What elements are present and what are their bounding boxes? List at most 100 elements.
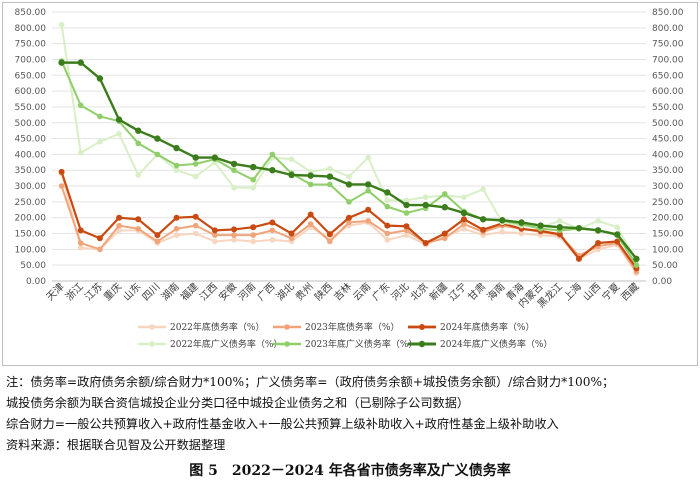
y-tick-label-left: 550.00	[15, 103, 47, 113]
data-point	[480, 186, 486, 193]
note-line: 城投债务余额为联合资信城投企业分类口径中城投企业债务之和（已剔除子公司数据）	[6, 396, 470, 410]
x-tick-label: 甘肃	[465, 280, 488, 303]
data-point	[384, 222, 391, 229]
x-tick-label: 重庆	[101, 280, 124, 303]
x-tick-label: 宁夏	[599, 280, 622, 303]
data-point	[346, 219, 352, 226]
y-tick-label-left: 0.00	[26, 277, 46, 287]
data-point	[77, 227, 84, 234]
legend-label: 2023年底债务率（%）	[305, 321, 399, 333]
data-point	[326, 231, 333, 238]
data-point	[384, 230, 391, 237]
x-tick-label: 云南	[350, 280, 373, 303]
data-point	[461, 225, 467, 232]
y-tick-label-left: 350.00	[15, 166, 47, 176]
notes: 注：债务率=政府债务余额/综合财力*100%；广义债务率=（政府债务余额+城投债…	[6, 372, 696, 456]
data-point	[307, 181, 314, 188]
data-point	[192, 213, 199, 220]
data-point	[173, 225, 180, 232]
data-point	[96, 235, 103, 242]
y-tick-label-left: 750.00	[15, 40, 47, 50]
data-point	[403, 197, 410, 204]
y-tick-label-right: 250.00	[652, 198, 684, 208]
x-tick-label: 福建	[177, 280, 200, 303]
data-point	[77, 59, 84, 66]
x-tick-label: 四川	[141, 281, 163, 303]
note-line: 注：债务率=政府债务余额/综合财力*100%；广义债务率=（政府债务余额+城投债…	[6, 375, 615, 389]
y-tick-label-left: 650.00	[15, 71, 47, 81]
data-point	[633, 262, 640, 268]
data-point	[346, 214, 352, 221]
data-point	[173, 214, 180, 221]
data-point	[365, 188, 371, 194]
note-line: 综合财力=一般公共预算收入+政府性基金收入+一般公共预算上级补助收入+政府性基金…	[6, 417, 559, 431]
data-point	[288, 230, 295, 237]
data-point	[212, 238, 218, 245]
data-point	[192, 161, 199, 167]
y-tick-label-left: 250.00	[15, 198, 47, 208]
y-tick-label-right: 300.00	[652, 182, 684, 192]
x-tick-label: 安徽	[216, 280, 239, 303]
data-point	[231, 232, 237, 238]
y-tick-label-right: 500.00	[652, 119, 684, 129]
y-tick-label-right: 800.00	[652, 24, 684, 34]
x-tick-label: 海南	[484, 280, 507, 303]
legend-label: 2022年底广义债务率（%）	[170, 338, 282, 350]
data-point	[384, 197, 391, 204]
data-point	[250, 232, 256, 238]
legend-item: 2022年底广义债务率（%）	[138, 338, 282, 350]
y-tick-label-left: 600.00	[15, 87, 47, 97]
y-tick-label-right: 650.00	[652, 71, 684, 81]
x-tick-label: 江苏	[82, 280, 105, 303]
x-tick-label: 陕西	[312, 280, 335, 303]
x-tick-label: 贵州	[292, 280, 315, 303]
data-point	[614, 231, 621, 238]
data-point	[518, 230, 525, 237]
y-tick-label-right: 400.00	[652, 150, 684, 160]
x-tick-label: 辽宁	[446, 280, 469, 303]
y-tick-label-left: 200.00	[15, 214, 47, 224]
data-point	[115, 116, 123, 123]
data-point	[250, 176, 256, 183]
data-point	[422, 201, 429, 209]
data-point	[307, 221, 314, 227]
data-point	[288, 235, 295, 242]
y-tick-label-left: 800.00	[15, 24, 47, 34]
x-tick-label: 山东	[120, 280, 143, 303]
data-point	[58, 21, 65, 28]
data-point	[595, 218, 601, 224]
y-tick-label-right: 50.00	[652, 261, 678, 271]
data-point	[614, 224, 621, 230]
data-point	[384, 237, 391, 243]
data-point	[97, 138, 103, 145]
data-point	[250, 238, 256, 245]
data-point	[595, 240, 602, 247]
data-point	[441, 204, 449, 211]
legend-swatch-marker	[284, 324, 290, 330]
legend-item: 2022年底债务率（%）	[138, 321, 264, 333]
x-tick-label: 河北	[389, 281, 412, 304]
data-point	[499, 217, 506, 224]
data-point	[442, 191, 448, 197]
data-point	[307, 172, 314, 179]
data-point	[192, 154, 199, 161]
data-point	[403, 227, 410, 234]
y-tick-label-left: 300.00	[15, 182, 47, 192]
data-point	[231, 237, 237, 243]
x-tick-label: 湖北	[274, 281, 297, 304]
data-point	[403, 210, 410, 216]
legend: 2022年底债务率（%） 2023年底债务率（%） 2024年底债务率（%） 2022…	[138, 321, 552, 350]
y-tick-label-right: 700.00	[652, 55, 684, 65]
x-tick-label: 浙江	[63, 281, 86, 304]
data-point	[231, 184, 237, 191]
data-point	[173, 144, 180, 152]
data-point	[116, 131, 122, 137]
data-point	[173, 232, 180, 238]
data-point	[58, 59, 65, 66]
data-point	[422, 194, 429, 200]
y-tick-label-right: 100.00	[652, 245, 684, 255]
data-point	[97, 113, 103, 120]
legend-swatch-marker	[418, 340, 426, 348]
data-point	[77, 244, 84, 251]
data-point	[460, 209, 468, 217]
